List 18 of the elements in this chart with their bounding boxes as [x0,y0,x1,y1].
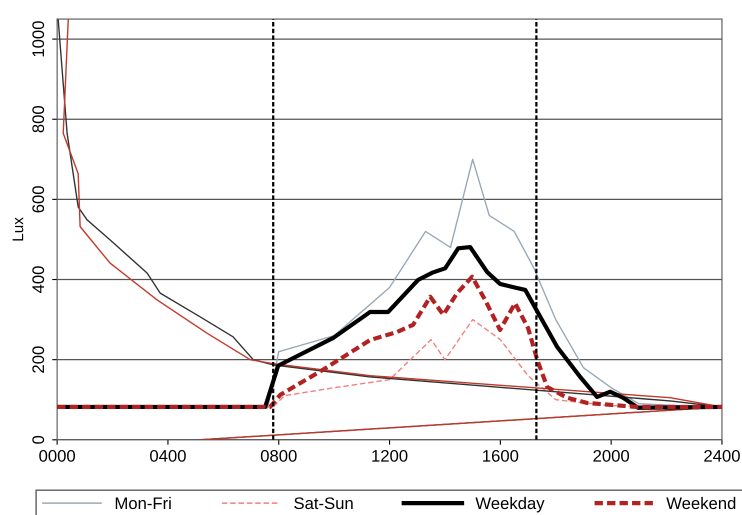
legend-label: Mon-Fri [116,496,171,510]
x-tick-label: 2400 [704,450,740,462]
legend-label: Sat-Sun [294,497,353,510]
x-tick-label: 0800 [260,450,297,462]
x-tick-label: 1600 [483,450,518,462]
x-tick-label: 0400 [150,450,186,462]
legend-label: Weekend [666,496,736,510]
y-tick-label: 1000 [32,21,44,56]
x-tick-label: 1200 [372,450,408,462]
y-tick-label: 0 [32,436,44,444]
y-tick-label: 600 [32,186,44,212]
x-tick-label: 2000 [593,450,630,462]
y-tick-label: 400 [32,266,44,294]
y-tick-label: 200 [32,346,44,373]
legend-label: Weekday [475,496,545,512]
x-tick-label: 0000 [39,450,76,462]
y-tick-label: 800 [32,106,44,132]
y-axis-title: Lux [12,217,24,240]
